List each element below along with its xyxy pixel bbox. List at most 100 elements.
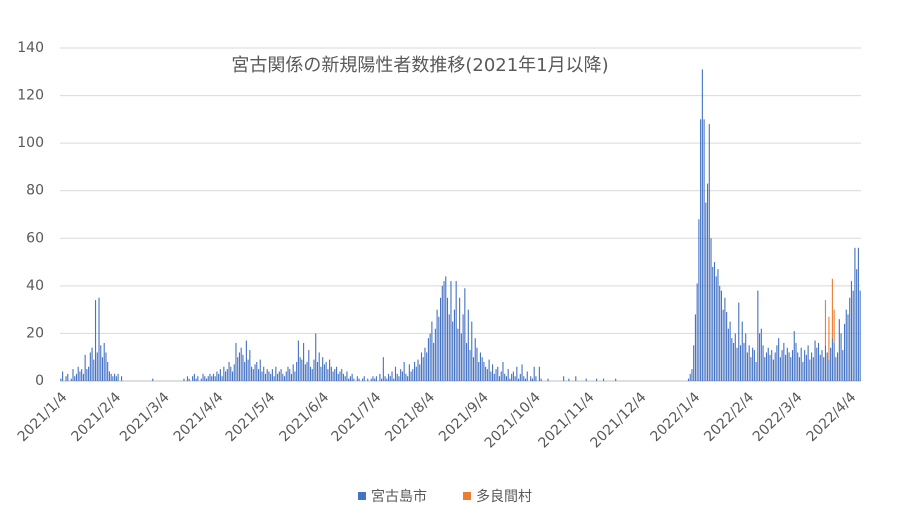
bar xyxy=(821,350,823,381)
bar xyxy=(296,361,298,381)
bar xyxy=(746,352,748,381)
bar xyxy=(231,371,234,381)
bar xyxy=(67,373,69,381)
bar xyxy=(490,371,492,381)
bar xyxy=(408,364,410,381)
bar xyxy=(759,333,761,381)
bar xyxy=(757,290,759,381)
bar xyxy=(769,354,771,381)
bar xyxy=(420,352,423,381)
bar xyxy=(266,369,268,381)
bar xyxy=(219,369,221,381)
bar xyxy=(422,357,424,381)
bar xyxy=(481,357,483,381)
bar xyxy=(223,366,225,381)
bar xyxy=(200,378,202,381)
bar xyxy=(320,366,322,381)
bar xyxy=(396,373,398,381)
bar xyxy=(254,364,256,381)
bar xyxy=(417,359,419,381)
bar xyxy=(249,350,251,381)
bar xyxy=(802,361,804,381)
bar xyxy=(455,281,457,381)
bar xyxy=(341,369,343,381)
bar xyxy=(467,309,469,381)
bar xyxy=(535,376,537,381)
bar xyxy=(776,345,778,381)
bar xyxy=(842,350,844,381)
bar xyxy=(448,314,450,381)
bar xyxy=(771,350,773,381)
bar xyxy=(426,352,428,381)
bar xyxy=(251,366,253,381)
bar xyxy=(790,357,792,381)
bar xyxy=(230,366,232,381)
bar xyxy=(419,364,421,381)
bar xyxy=(741,321,743,381)
bar xyxy=(736,347,738,381)
bar xyxy=(755,361,757,381)
bar xyxy=(547,378,549,381)
bar xyxy=(306,361,308,381)
bar xyxy=(96,352,98,381)
bar xyxy=(575,376,577,381)
bar xyxy=(237,357,239,381)
bar xyxy=(358,378,360,381)
bar xyxy=(805,354,807,381)
bar xyxy=(394,366,397,381)
bar xyxy=(290,373,293,381)
bar xyxy=(91,347,93,381)
bar xyxy=(807,345,809,381)
bar xyxy=(436,309,438,381)
bar xyxy=(814,340,816,381)
bar xyxy=(705,202,707,381)
bar xyxy=(82,373,84,381)
bar xyxy=(415,366,417,381)
bar xyxy=(330,366,332,381)
bar xyxy=(533,366,535,381)
bar xyxy=(301,359,303,381)
bar xyxy=(211,376,213,381)
bar xyxy=(114,373,116,381)
bar xyxy=(767,347,769,381)
bar xyxy=(434,328,436,381)
bar xyxy=(698,219,700,381)
bar xyxy=(693,345,695,381)
bar xyxy=(72,369,74,381)
bar xyxy=(351,373,353,381)
bar xyxy=(524,378,527,381)
bar xyxy=(205,378,208,381)
bar xyxy=(370,378,372,381)
y-tick-label: 60 xyxy=(26,230,44,246)
bar xyxy=(729,321,731,381)
y-tick-label: 80 xyxy=(26,183,44,199)
bar xyxy=(830,347,832,381)
bar xyxy=(498,376,501,381)
bar xyxy=(516,366,518,381)
bar xyxy=(363,376,365,381)
bar xyxy=(88,366,90,381)
bar xyxy=(493,373,495,381)
bar xyxy=(509,378,511,381)
bar xyxy=(523,376,525,381)
bar xyxy=(292,364,294,381)
bar xyxy=(441,285,443,381)
bar xyxy=(783,342,785,381)
bar xyxy=(753,350,755,381)
bar xyxy=(530,376,532,381)
bar xyxy=(738,302,740,381)
bar xyxy=(323,364,325,381)
bar xyxy=(840,333,842,381)
bar xyxy=(469,350,471,381)
bar xyxy=(207,376,209,381)
bar xyxy=(717,269,719,381)
bar xyxy=(70,378,72,381)
bar xyxy=(843,323,846,381)
bar xyxy=(504,373,506,381)
bar xyxy=(325,361,327,381)
bar xyxy=(762,345,764,381)
bar xyxy=(270,373,272,381)
bar xyxy=(318,352,320,381)
bar xyxy=(74,376,76,381)
bar xyxy=(278,371,280,381)
